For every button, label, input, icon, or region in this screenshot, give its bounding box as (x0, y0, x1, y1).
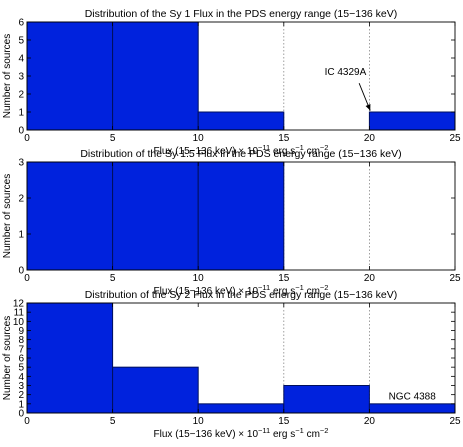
x-tick-label: 0 (24, 416, 30, 427)
chart-title: Distribution of the Sy 1.5 Flux in the P… (80, 148, 401, 160)
y-tick-label: 5 (18, 36, 24, 47)
x-tick-label: 15 (278, 273, 290, 284)
y-tick-label: 0 (18, 266, 24, 277)
histogram-bar (26, 21, 114, 131)
y-tick-label: 1 (18, 399, 24, 410)
y-tick-label: 3 (18, 381, 24, 392)
histogram-bar (112, 161, 199, 271)
y-tick-label: 4 (18, 372, 24, 383)
x-axis-label: Flux (15−136 keV) × 10−11 erg s−1 cm−2 (154, 143, 329, 157)
annotation-label: NGC 4388 (389, 392, 437, 403)
x-axis-label-superscript: −2 (320, 426, 329, 435)
histogram-bar (197, 403, 285, 414)
x-axis-label-part: cm (304, 429, 320, 440)
y-tick-label: 0 (18, 409, 24, 420)
y-axis-label: Number of sources (2, 174, 13, 258)
x-axis-label-superscript: −11 (258, 283, 270, 292)
x-tick-label: 15 (278, 133, 290, 144)
histogram-bar (112, 366, 199, 414)
x-axis-label: Flux (15−136 keV) × 10−11 erg s−1 cm−2 (154, 283, 329, 297)
x-axis-label-part: erg s (270, 286, 295, 297)
y-tick-label: 7 (18, 344, 24, 355)
x-tick-label: 10 (193, 133, 205, 144)
x-tick-label: 5 (110, 133, 116, 144)
x-axis-label-superscript: −2 (320, 143, 329, 152)
x-tick-label: 20 (364, 273, 376, 284)
y-tick-label: 6 (18, 354, 24, 365)
x-tick-label: 25 (449, 273, 461, 284)
x-tick-label: 10 (193, 273, 205, 284)
y-tick-label: 2 (18, 194, 24, 205)
x-tick-label: 0 (24, 273, 30, 284)
histogram-bar (283, 385, 370, 414)
annotation-arrow-head (365, 104, 371, 111)
axes-frame (26, 161, 456, 271)
histogram-bar (197, 161, 285, 271)
y-tick-label: 12 (13, 299, 25, 310)
x-axis-label-superscript: −1 (295, 143, 304, 152)
x-axis-label-superscript: −1 (295, 283, 304, 292)
x-axis-label-part: Flux (15−136 keV) × 10 (154, 146, 259, 157)
x-axis-label: Flux (15−136 keV) × 10−11 erg s−1 cm−2 (154, 426, 329, 440)
histogram-bar (26, 302, 114, 414)
y-tick-label: 4 (18, 54, 24, 65)
y-tick-label: 1 (18, 108, 24, 119)
chart-title: Distribution of the Sy 1 Flux in the PDS… (85, 8, 398, 20)
y-tick-label: 3 (18, 72, 24, 83)
chart-title: Distribution of the Sy 2 Flux in the PDS… (85, 289, 398, 301)
x-tick-label: 15 (278, 416, 290, 427)
x-axis-label-superscript: −2 (320, 283, 329, 292)
x-tick-label: 25 (449, 133, 461, 144)
y-tick-label: 9 (18, 326, 24, 337)
y-tick-label: 5 (18, 363, 24, 374)
x-axis-label-part: cm (304, 146, 320, 157)
x-tick-label: 5 (110, 416, 116, 427)
histogram-bar (368, 403, 456, 414)
x-tick-label: 5 (110, 273, 116, 284)
x-tick-label: 20 (364, 133, 376, 144)
y-tick-label: 6 (18, 18, 24, 29)
y-tick-label: 8 (18, 335, 24, 346)
y-tick-label: 2 (18, 390, 24, 401)
x-axis-label-part: erg s (270, 429, 295, 440)
x-axis-label-superscript: −1 (295, 426, 304, 435)
chart-panel-1: 0 5 10 15 20 25 0 1 2 3 4 5 6 Distribution of the Sy … (2, 8, 461, 157)
x-tick-label: 0 (24, 133, 30, 144)
y-axis-label: Number of sources (2, 34, 13, 118)
y-axis-label: Number of sources (2, 316, 13, 400)
histogram-bar (368, 111, 456, 131)
x-axis-label-part: erg s (270, 146, 295, 157)
x-tick-label: 25 (449, 416, 461, 427)
x-axis-label-superscript: −11 (258, 143, 270, 152)
y-tick-label: 1 (18, 230, 24, 241)
y-tick-label: 11 (14, 308, 25, 319)
x-axis-label-part: Flux (15−136 keV) × 10 (154, 286, 259, 297)
y-tick-label: 3 (18, 158, 24, 169)
histogram-bar (26, 161, 114, 271)
x-axis-label-part: Flux (15−136 keV) × 10 (154, 429, 259, 440)
x-axis-label-superscript: −11 (258, 426, 270, 435)
y-tick-label: 0 (18, 126, 24, 137)
x-axis-label-part: cm (304, 286, 320, 297)
annotation-label: IC 4329A (325, 67, 367, 78)
histogram-bar (197, 111, 285, 131)
x-tick-label: 20 (364, 416, 376, 427)
chart-panel-2: 0 5 10 15 20 25 0 1 2 3 Distribution of the Sy 1.5… (2, 148, 461, 297)
y-tick-label: 2 (18, 90, 24, 101)
y-tick-label: 10 (13, 317, 25, 328)
histogram-bar (112, 21, 199, 131)
x-tick-label: 10 (193, 416, 205, 427)
